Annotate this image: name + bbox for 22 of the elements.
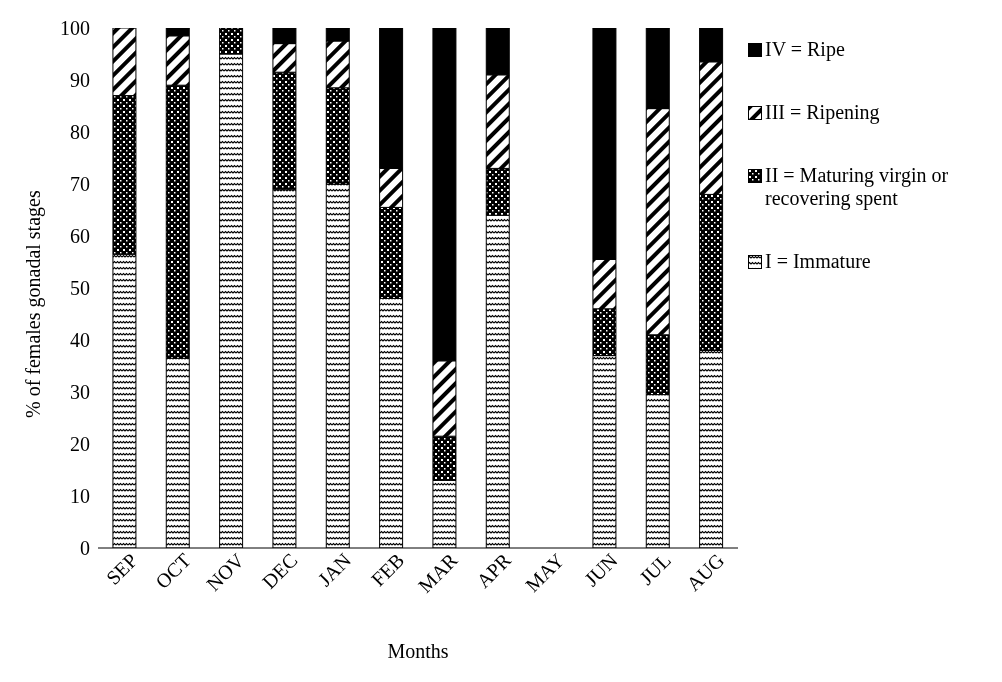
y-tick-label: 80 <box>70 121 90 144</box>
y-tick-label: 70 <box>70 173 90 196</box>
x-tick-label: APR <box>471 548 516 592</box>
legend-label: IV = Ripe <box>765 38 845 61</box>
legend-label: III = Ripening <box>765 101 880 124</box>
y-tick-label: 30 <box>70 381 90 404</box>
y-tick-label: 0 <box>80 537 90 560</box>
legend-label: I = Immature <box>765 250 871 273</box>
y-tick-label: 40 <box>70 329 90 352</box>
x-tick-label: JUN <box>580 548 622 591</box>
x-tick-label: FEB <box>366 548 409 591</box>
x-tick-label: SEP <box>101 548 142 589</box>
y-tick-label: 50 <box>70 277 90 300</box>
y-tick-label: 60 <box>70 225 90 248</box>
y-tick-label: 100 <box>60 17 90 40</box>
legend-label: II = Maturing virgin or recovering spent <box>765 164 950 210</box>
y-axis-title: % of females gonadal stages <box>22 190 46 418</box>
y-tick-label: 20 <box>70 433 90 456</box>
x-tick-label: JUL <box>635 548 675 589</box>
y-tick-label: 90 <box>70 69 90 92</box>
y-tick-label: 10 <box>70 485 90 508</box>
x-axis-title: Months <box>387 640 449 662</box>
